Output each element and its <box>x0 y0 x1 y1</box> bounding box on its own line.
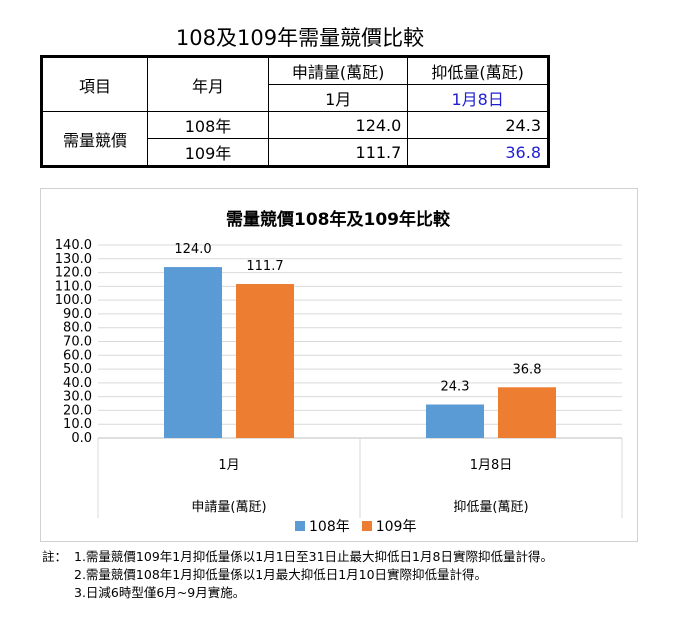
bar <box>498 387 556 438</box>
y-tick-label: 120.0 <box>55 266 92 281</box>
y-tick-label: 140.0 <box>55 238 92 253</box>
cell-108-reduction: 24.3 <box>407 111 549 139</box>
category-label: 1月8日 <box>470 458 513 473</box>
data-label: 124.0 <box>174 242 211 257</box>
page-title: 108及109年需量競價比較 <box>175 26 425 50</box>
category-label: 1月 <box>218 458 239 473</box>
footnote-line: 3.日減6時型僅6月~9月實施。 <box>74 585 246 600</box>
y-tick-label: 0.0 <box>71 431 92 446</box>
cell-109-reduction: 36.8 <box>407 138 549 167</box>
footnote-prefix: 註： <box>42 549 68 564</box>
y-tick-label: 70.0 <box>63 335 92 350</box>
y-tick-label: 20.0 <box>63 403 92 418</box>
legend-label-108: 108年 <box>309 519 350 535</box>
group-label: 申請量(萬瓩) <box>191 500 266 515</box>
bar <box>164 267 222 438</box>
y-tick-label: 40.0 <box>63 376 92 391</box>
header-application: 申請量(萬瓩) <box>267 56 409 85</box>
legend-item-109: 109年 <box>361 516 417 536</box>
bar <box>426 404 484 438</box>
y-tick-label: 110.0 <box>55 279 92 294</box>
y-tick-label: 10.0 <box>63 417 92 432</box>
cell-108-application: 124.0 <box>267 111 409 139</box>
group-label: 抑低量(萬瓩) <box>453 500 528 515</box>
y-tick-label: 100.0 <box>55 293 92 308</box>
bar <box>236 284 294 438</box>
y-tick-label: 80.0 <box>63 321 92 336</box>
data-label: 36.8 <box>513 362 542 377</box>
legend-label-109: 109年 <box>375 519 417 535</box>
y-tick-label: 90.0 <box>63 307 92 322</box>
data-label: 24.3 <box>441 380 470 395</box>
legend-item-108: 108年 <box>295 516 350 536</box>
chart-frame <box>40 188 638 542</box>
footnote-line: 2.需量競價108年1月抑低量係以1月最大抑低日1月10日實際抑低量計得。 <box>74 567 488 582</box>
footnote-row: 2.需量競價108年1月抑低量係以1月最大抑低日1月10日實際抑低量計得。 <box>42 566 553 584</box>
y-tick-label: 50.0 <box>63 362 92 377</box>
chart-legend: 108年 109年 <box>295 516 416 536</box>
cell-109-application: 111.7 <box>267 138 409 167</box>
header-reduction-date: 1月8日 <box>407 84 549 112</box>
footnote-line: 1.需量競價109年1月抑低量係以1月1日至31日止最大抑低日1月8日實際抑低量… <box>74 549 553 564</box>
legend-swatch-108 <box>295 521 305 531</box>
y-tick-label: 30.0 <box>63 390 92 405</box>
footnote-row: 3.日減6時型僅6月~9月實施。 <box>42 584 553 602</box>
chart-title: 需量競價108年及109年比較 <box>226 210 450 230</box>
data-label: 111.7 <box>246 259 283 274</box>
summary-table: 項目 年月 申請量(萬瓩) 抑低量(萬瓩) 1月 1月8日 需量競價 108年 … <box>40 55 550 168</box>
footnote-row: 註： 1.需量競價109年1月抑低量係以1月1日至31日止最大抑低日1月8日實際… <box>42 548 553 566</box>
header-application-month: 1月 <box>267 84 409 112</box>
y-tick-label: 60.0 <box>63 348 92 363</box>
footnotes: 註： 1.需量競價109年1月抑低量係以1月1日至31日止最大抑低日1月8日實際… <box>42 548 553 602</box>
row-year-109: 109年 <box>147 138 269 167</box>
legend-swatch-109 <box>361 521 372 531</box>
y-tick-label: 130.0 <box>55 252 92 267</box>
